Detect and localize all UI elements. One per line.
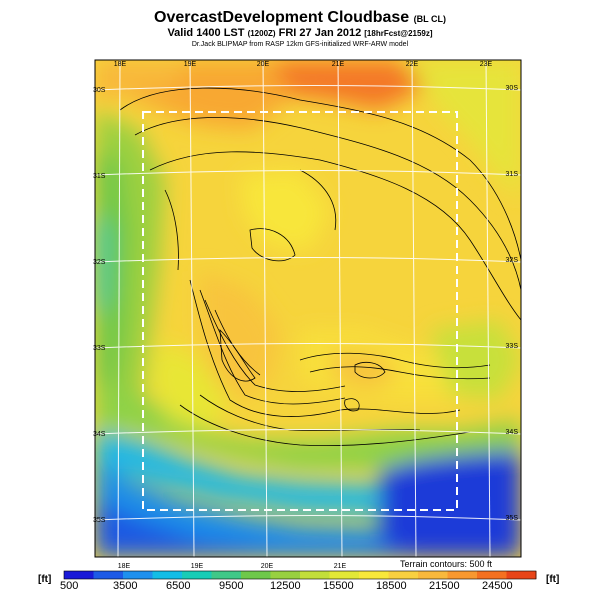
lon-label: 23E [480, 61, 493, 68]
colorbar-frame [63, 570, 537, 580]
longitude-labels-bottom: 18E 19E 20E 21E [118, 563, 347, 570]
lon-label: 19E [191, 563, 204, 570]
colorbar-swatch [388, 571, 419, 579]
lat-label: 31S [506, 171, 519, 178]
lat-label: 31S [93, 173, 106, 180]
lat-label: 35S [506, 515, 519, 522]
colorbar-swatch [477, 571, 507, 579]
colorbar-tick-label: 24500 [482, 580, 513, 592]
colorbar [63, 570, 537, 580]
colorbar-swatch [152, 571, 183, 579]
lat-lon-grid [95, 60, 521, 557]
colorbar-tick-label: 500 [60, 580, 79, 592]
colorbar-swatch [93, 571, 124, 579]
lat-label: 33S [93, 345, 106, 352]
valid-date: FRI 27 Jan 2012 [278, 27, 362, 39]
map-title: OvercastDevelopment Cloudbase (BL CL) [0, 9, 600, 27]
lon-label: 21E [332, 61, 345, 68]
valid-label: Valid 1400 LST [167, 27, 245, 39]
lon-label: 18E [118, 563, 131, 570]
lat-label: 34S [93, 431, 106, 438]
lat-label: 30S [93, 87, 106, 94]
forecast-stamp: [18hrFcst@2159z] [364, 29, 433, 38]
longitude-labels-top: 18E 19E 20E 21E 22E 23E [114, 61, 493, 68]
colorbar-unit-right: [ft] [546, 574, 560, 585]
colorbar-swatch [241, 571, 271, 579]
colorbar-tick-label: 9500 [219, 580, 244, 592]
colorbar-swatch [329, 571, 360, 579]
lon-label: 18E [114, 61, 127, 68]
lat-label: 32S [93, 259, 106, 266]
colorbar-tick-label: 18500 [376, 580, 407, 592]
cloudbase-field [95, 60, 521, 557]
terrain-contours [119, 87, 521, 447]
latitude-labels-right: 30S 31S 32S 33S 34S 35S [506, 85, 519, 522]
model-credit: Dr.Jack BLIPMAP from RASP 12km GFS-initi… [191, 41, 409, 48]
lat-label: 35S [93, 517, 106, 524]
title-tag: (BL CL) [413, 14, 446, 24]
lon-label: 21E [334, 563, 347, 570]
valid-time: Valid 1400 LST (1200Z) FRI 27 Jan 2012 [… [0, 27, 600, 39]
colorbar-unit-left: [ft] [38, 574, 52, 585]
lat-label: 34S [506, 429, 519, 436]
terrain-contour-note: Terrain contours: 500 ft [400, 559, 493, 569]
lon-label: 22E [406, 61, 419, 68]
utc-code: (1200Z) [247, 29, 276, 38]
colorbar-swatch [182, 571, 212, 579]
colorbar-swatch [506, 571, 537, 579]
colorbar-tick-label: 3500 [113, 580, 138, 592]
colorbar-swatch [64, 571, 94, 579]
lon-label: 20E [261, 563, 274, 570]
lon-label: 20E [257, 61, 270, 68]
colorbar-swatch [418, 571, 448, 579]
title-main: OvercastDevelopment Cloudbase [154, 9, 410, 26]
inner-domain-box [142, 111, 458, 511]
colorbar-tick-label: 21500 [429, 580, 460, 592]
colorbar-swatch [447, 571, 478, 579]
colorbar-swatch [270, 571, 301, 579]
lat-label: 32S [506, 257, 519, 264]
colorbar-tick-label: 6500 [166, 580, 191, 592]
colorbar-swatch [123, 571, 153, 579]
colorbar-swatch [359, 571, 389, 579]
colorbar-tick-label: 15500 [323, 580, 354, 592]
latitude-labels-left: 30S 31S 32S 33S 34S 35S [93, 87, 106, 524]
lon-label: 19E [184, 61, 197, 68]
colorbar-swatch [211, 571, 242, 579]
colorbar-tick-label: 12500 [270, 580, 301, 592]
colorbar-swatch [300, 571, 330, 579]
map-frame [94, 59, 522, 558]
lat-label: 33S [506, 343, 519, 350]
lat-label: 30S [506, 85, 519, 92]
